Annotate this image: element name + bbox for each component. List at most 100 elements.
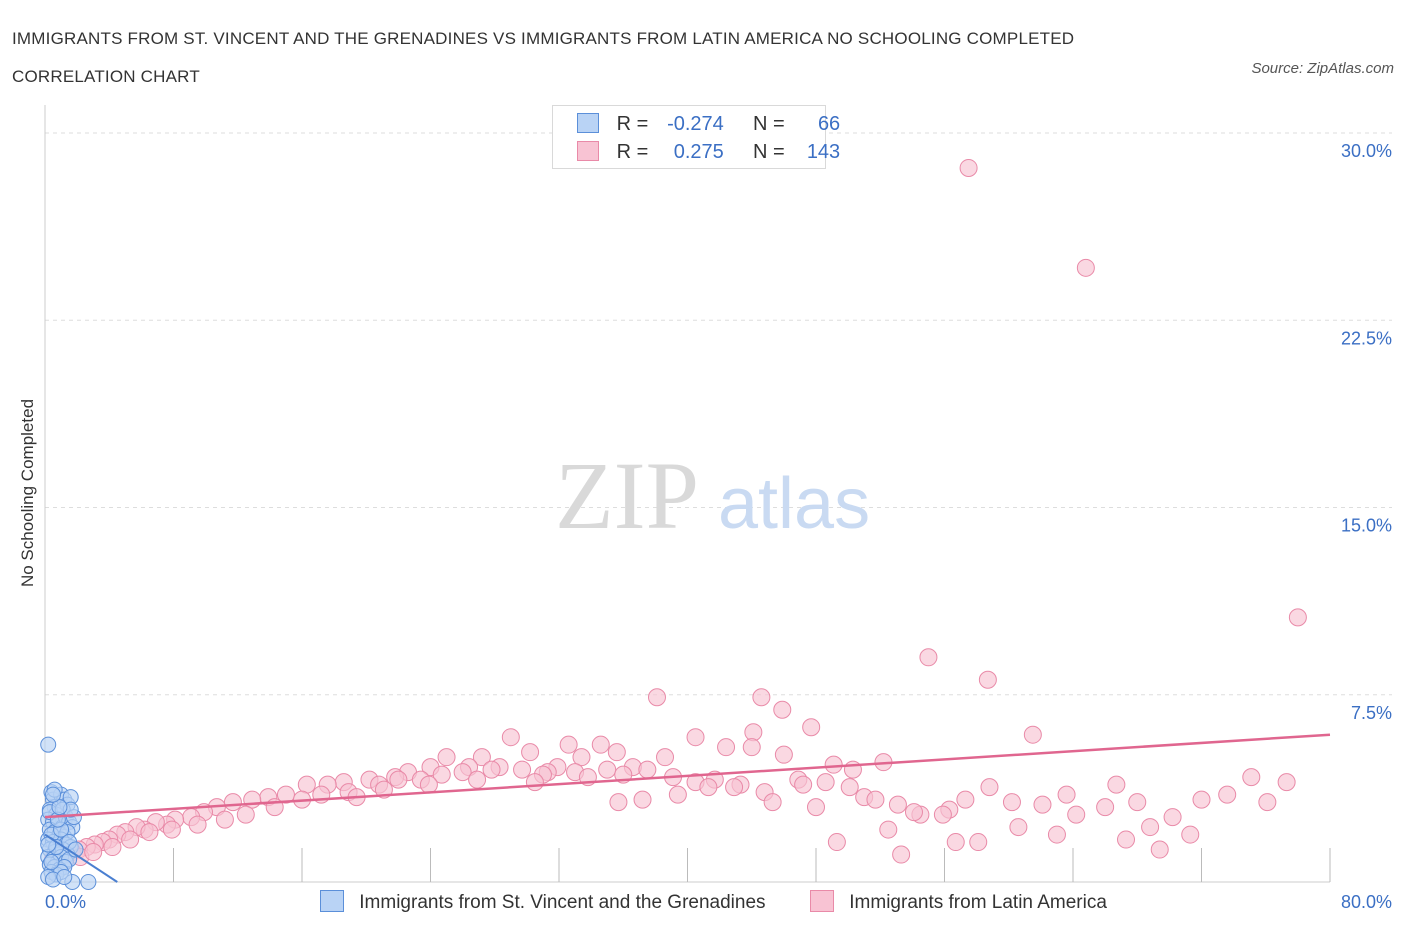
tick-labels: 7.5% 15.0% 22.5% 30.0% 0.0% 80.0%: [45, 141, 1392, 912]
latin-america-point: [946, 833, 965, 852]
chart-title-line1: IMMIGRANTS FROM ST. VINCENT AND THE GREN…: [12, 29, 1075, 48]
latin-america-point: [888, 795, 907, 814]
series-legend: Immigrants from St. Vincent and the Gren…: [0, 888, 1406, 918]
latin-america-point: [969, 833, 988, 852]
latin-america-point: [1033, 795, 1052, 814]
latin-america-point: [432, 765, 451, 784]
y-tick-label: 7.5%: [1351, 703, 1392, 723]
grid-lines: [45, 132, 1392, 696]
watermark-atlas: atlas: [718, 464, 870, 544]
legend-item-label: Immigrants from St. Vincent and the Gren…: [359, 892, 766, 913]
latin-america-point: [223, 793, 242, 812]
latin-america-point: [1067, 805, 1086, 824]
latin-america-point: [297, 775, 316, 794]
latin-america-point: [919, 648, 938, 667]
latin-america-point: [656, 748, 675, 767]
st-vincent-point: [80, 874, 97, 890]
latin-america-point: [978, 670, 997, 689]
latin-america-point: [598, 760, 617, 779]
latin-america-point: [591, 735, 610, 754]
st-vincent-point: [45, 786, 62, 803]
latin-america-point: [892, 845, 911, 864]
legend-item-st-vincent: Immigrants from St. Vincent and the Gren…: [320, 890, 766, 914]
y-tick-label: 30.0%: [1341, 141, 1392, 161]
st-vincent-trend-line: [44, 833, 118, 883]
legend-n-value: 66: [817, 113, 841, 135]
legend-r-label: R =: [616, 113, 649, 135]
latin-america-point: [1057, 785, 1076, 804]
y-tick-label: 22.5%: [1341, 328, 1392, 348]
latin-america-point: [827, 833, 846, 852]
blue-square-icon: [320, 890, 344, 912]
latin-america-point: [807, 798, 825, 817]
latin-america-point: [276, 785, 295, 804]
latin-america-point: [794, 775, 813, 794]
latin-america-point: [647, 688, 666, 707]
x-tick-label: 0.0%: [45, 892, 86, 912]
latin-america-point: [84, 843, 103, 862]
series-latin-america-points: [44, 158, 1307, 872]
latin-america-point: [607, 743, 626, 762]
st-vincent-point: [56, 869, 73, 886]
latin-america-point: [559, 735, 578, 754]
latin-america-point: [744, 723, 763, 742]
latin-america-point: [1242, 768, 1261, 787]
latin-america-point: [717, 738, 736, 757]
latin-america-point: [468, 770, 487, 789]
latin-america-point: [752, 688, 771, 707]
x-tick-label: 80.0%: [1341, 892, 1392, 912]
latin-america-point: [437, 748, 456, 767]
correlation-legend: R = -0.274 N = 66 R = 0.275 N = 143: [552, 105, 840, 169]
watermark: ZIP atlas: [555, 442, 870, 549]
latin-america-point: [1128, 793, 1147, 812]
latin-america-point: [1002, 793, 1021, 812]
latin-america-point: [840, 778, 859, 797]
latin-america-point: [668, 785, 687, 804]
latin-america-point: [904, 803, 923, 822]
st-vincent-point: [51, 799, 68, 816]
latin-america-point: [633, 790, 652, 809]
latin-america-point: [482, 760, 501, 779]
latin-america-point: [638, 760, 657, 779]
latin-america-point: [1009, 818, 1028, 837]
legend-item-label: Immigrants from Latin America: [849, 892, 1107, 913]
latin-america-point: [686, 728, 705, 747]
latin-america-point: [1150, 840, 1169, 859]
latin-america-point: [725, 778, 744, 797]
legend-row-pink: R = 0.275 N = 143: [577, 140, 840, 164]
latin-america-point: [1023, 725, 1042, 744]
latin-america-point: [243, 790, 262, 809]
latin-america-point: [956, 790, 975, 809]
latin-america-point: [1047, 825, 1066, 844]
latin-america-point: [699, 778, 718, 797]
latin-america-point: [742, 738, 761, 757]
latin-america-point: [879, 820, 898, 839]
latin-america-point: [802, 718, 821, 737]
latin-america-point: [1218, 785, 1237, 804]
latin-america-point: [1141, 818, 1160, 837]
latin-america-point: [453, 763, 472, 782]
latin-america-point: [472, 748, 491, 767]
latin-america-point: [501, 728, 520, 747]
latin-america-point: [1096, 798, 1115, 817]
latin-america-point: [121, 830, 140, 849]
latin-america-point: [1163, 808, 1182, 827]
latin-america-point: [933, 805, 952, 824]
latin-america-point: [1258, 793, 1277, 812]
chart-title: IMMIGRANTS FROM ST. VINCENT AND THE GREN…: [12, 20, 1074, 96]
trend-lines: [44, 733, 1331, 883]
latin-america-point: [1277, 773, 1296, 792]
y-axis-label: No Schooling Completed: [18, 399, 37, 587]
latin-america-point: [816, 773, 835, 792]
st-vincent-point: [40, 736, 57, 753]
latin-america-point: [236, 805, 255, 824]
latin-america-point: [824, 755, 843, 774]
legend-r-value: -0.274: [667, 113, 724, 135]
source-label: Source: ZipAtlas.com: [1251, 60, 1394, 77]
latin-america-point: [763, 793, 782, 812]
latin-america-point: [1117, 830, 1136, 849]
blue-swatch-icon: [577, 113, 599, 133]
st-vincent-point: [43, 854, 60, 871]
latin-america-point: [959, 158, 978, 177]
